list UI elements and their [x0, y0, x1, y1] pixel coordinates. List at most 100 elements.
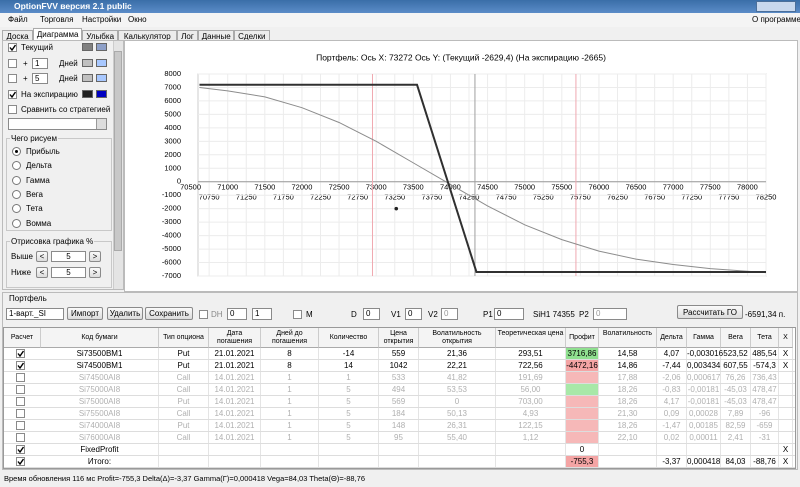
column-header[interactable]: Дельта [657, 328, 687, 348]
color-swatch[interactable] [82, 58, 93, 67]
dec-button[interactable]: < [36, 251, 48, 262]
checkbox[interactable] [16, 361, 25, 370]
checkbox[interactable] [199, 310, 208, 319]
color-swatch[interactable] [96, 89, 107, 98]
field-input[interactable]: 0 [363, 308, 380, 320]
column-header[interactable]: Профит [566, 328, 599, 348]
radio[interactable] [12, 147, 21, 156]
table-cell: -45,03 [721, 384, 751, 395]
checkbox[interactable] [16, 397, 25, 406]
column-header[interactable]: Расчет [4, 328, 41, 348]
calc-button[interactable]: Рассчитать ГО [677, 305, 743, 319]
field-input[interactable]: 0 [494, 308, 524, 320]
column-header[interactable]: Код бумаги [41, 328, 159, 348]
button[interactable]: Удалить [107, 307, 143, 320]
cursor-point [394, 206, 399, 211]
portfolio-select[interactable]: 1-варт._SI [6, 308, 64, 320]
checkbox[interactable] [293, 310, 302, 319]
tab[interactable]: Диаграмма [33, 28, 83, 41]
tab[interactable]: Доска [2, 30, 33, 41]
table-cell [566, 384, 599, 395]
range-value[interactable]: 5 [51, 267, 86, 278]
column-header[interactable]: Количество [319, 328, 379, 348]
x-tick-label: 73750 [421, 193, 442, 202]
checkbox[interactable] [16, 409, 25, 418]
checkbox[interactable] [16, 445, 25, 454]
column-header[interactable]: Теоретическая цена [496, 328, 566, 348]
column-header[interactable]: Волатильность открытия [419, 328, 496, 348]
column-header[interactable]: Вега [721, 328, 751, 348]
color-swatch[interactable] [82, 89, 93, 98]
checkbox[interactable] [16, 421, 25, 430]
inc-button[interactable]: > [89, 267, 101, 278]
menu-item[interactable]: Торговля [40, 15, 74, 24]
about-menu[interactable]: О программе [752, 15, 800, 24]
checkbox[interactable] [8, 105, 17, 114]
column-header[interactable]: Волатильность [599, 328, 657, 348]
checkbox[interactable] [8, 89, 17, 99]
checkbox[interactable] [8, 58, 17, 68]
spinner[interactable]: 0 [227, 308, 247, 320]
series-line [199, 86, 767, 274]
radio[interactable] [12, 161, 21, 171]
checkbox[interactable] [16, 385, 25, 394]
checkbox[interactable] [8, 74, 17, 83]
y-tick-label: -4000 [162, 231, 181, 240]
checkbox[interactable] [16, 433, 25, 442]
table-cell [721, 444, 751, 455]
menu-item[interactable]: Настройки [82, 15, 122, 24]
days-input[interactable]: 5 [32, 73, 48, 84]
column-header[interactable]: Гамма [687, 328, 721, 348]
tab[interactable]: Данные [198, 30, 234, 41]
checkbox[interactable] [16, 349, 25, 358]
column-header[interactable]: X [779, 328, 793, 348]
menu-item[interactable]: Окно [128, 15, 147, 24]
tab[interactable]: Калькулятор [118, 30, 177, 41]
tab[interactable]: Лог [176, 30, 199, 41]
color-swatch[interactable] [82, 74, 93, 82]
tab[interactable]: Улыбка [82, 30, 118, 41]
column-header[interactable]: Дней до погашения [261, 328, 319, 348]
color-swatch[interactable] [96, 43, 107, 51]
table-cell: 4,17 [657, 396, 687, 407]
checkbox[interactable] [8, 43, 17, 52]
dec-button[interactable]: < [36, 267, 48, 278]
window-buttons[interactable] [756, 1, 796, 12]
days-input[interactable]: 1 [32, 57, 48, 69]
table-cell: Si75000AI8 [41, 384, 159, 395]
field-input[interactable]: 0 [405, 308, 422, 320]
menu-item[interactable]: Файл [8, 15, 28, 24]
checkbox[interactable] [16, 457, 25, 466]
tab[interactable]: Сделки [234, 30, 270, 41]
button[interactable]: Импорт [67, 307, 103, 320]
radio[interactable] [12, 218, 21, 228]
column-header[interactable]: Тип опциона [159, 328, 209, 348]
table-cell: X [779, 348, 793, 359]
checkbox[interactable] [16, 373, 25, 382]
inc-button[interactable]: > [89, 251, 101, 262]
field-input[interactable]: 0 [441, 308, 458, 320]
p2-input[interactable]: 0 [593, 308, 627, 320]
dropdown-arrow[interactable] [96, 119, 106, 129]
table-cell: 1 [261, 384, 319, 395]
table-cell: X [779, 456, 793, 467]
strategy-dropdown[interactable] [8, 118, 107, 130]
spinner[interactable]: 1 [252, 308, 272, 320]
column-header[interactable]: Цена открытия [379, 328, 419, 348]
color-swatch[interactable] [96, 74, 107, 82]
color-swatch[interactable] [96, 58, 107, 67]
x-tick-label: 76500 [626, 183, 647, 192]
color-swatch[interactable] [82, 43, 93, 51]
radio[interactable] [12, 204, 21, 214]
x-tick-label: 77250 [681, 193, 702, 202]
range-value[interactable]: 5 [51, 251, 86, 262]
column-header[interactable]: Дата погашения [209, 328, 261, 348]
column-header[interactable]: Тета [751, 328, 779, 348]
scroll-thumb[interactable] [114, 51, 122, 251]
x-tick-label: 73000 [366, 183, 387, 192]
radio[interactable] [12, 175, 21, 185]
radio[interactable] [12, 189, 21, 199]
button[interactable]: Сохранить [145, 307, 193, 320]
radio-label: Гамма [26, 175, 50, 185]
table-cell: 95 [379, 432, 419, 443]
